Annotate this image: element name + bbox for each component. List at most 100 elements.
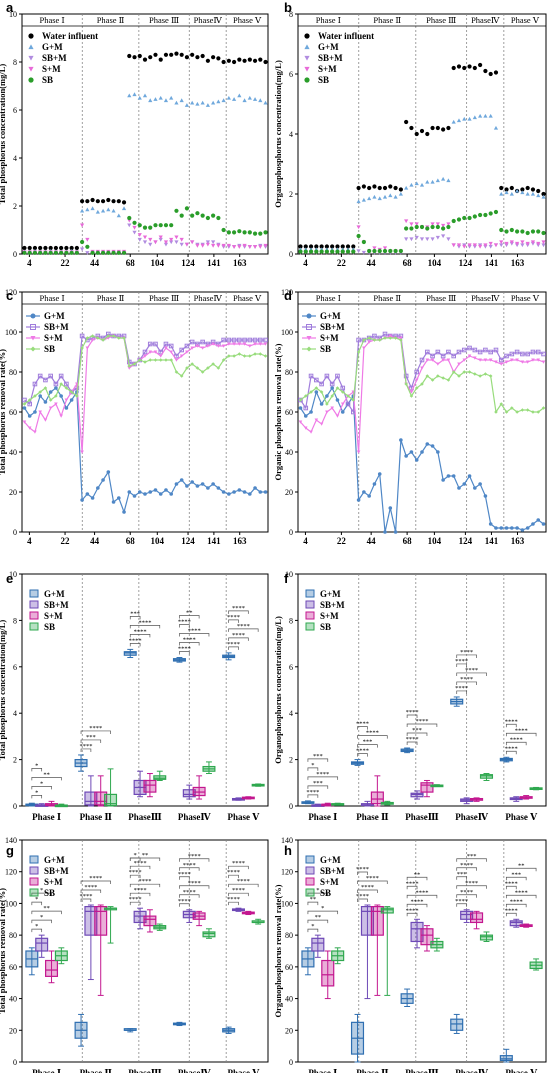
data-point	[211, 342, 215, 346]
data-point	[226, 243, 231, 248]
box-body	[133, 910, 147, 924]
significance-label: ****	[510, 736, 523, 743]
data-point	[226, 337, 232, 343]
phase-label: Phase Ⅰ	[316, 15, 341, 25]
x-tick-label: 4	[27, 258, 32, 268]
data-point	[314, 244, 319, 249]
data-point	[393, 185, 398, 191]
y-axis-label: Total phosphorus concentration(mg/L)	[0, 620, 7, 761]
data-point	[478, 244, 483, 249]
data-point	[216, 56, 221, 61]
data-point	[153, 223, 158, 228]
data-point	[153, 52, 158, 57]
x-tick-label: 68	[126, 536, 136, 546]
data-point	[142, 225, 148, 230]
data-point	[163, 98, 169, 103]
data-point	[298, 249, 303, 254]
significance-bracket	[31, 777, 62, 781]
y-tick-label: 4	[289, 709, 293, 718]
data-point	[27, 398, 32, 402]
data-point	[319, 390, 324, 394]
data-point	[409, 226, 414, 231]
data-point	[90, 250, 95, 255]
data-point	[377, 185, 382, 191]
y-tick-label: 20	[9, 488, 17, 497]
y-tick-label: 60	[285, 408, 293, 417]
significance-bracket	[505, 876, 527, 881]
y-tick-label: 60	[285, 963, 293, 972]
significance-label: ****	[356, 721, 369, 728]
legend-entry: SB+M	[320, 866, 345, 876]
data-point	[169, 52, 174, 57]
data-point	[345, 401, 351, 407]
y-tick-label: 0	[289, 802, 293, 811]
legend-entry: SB	[320, 622, 331, 632]
data-point	[263, 59, 268, 65]
group-label: PhaseⅢ	[405, 812, 439, 822]
significance-bracket	[80, 748, 92, 752]
data-point	[308, 373, 314, 379]
data-point	[137, 95, 142, 100]
data-point	[69, 390, 74, 394]
data-point	[158, 354, 163, 358]
data-point	[467, 243, 472, 248]
data-point	[185, 366, 189, 370]
significance-bracket	[406, 912, 418, 917]
y-tick-label: 20	[285, 488, 293, 497]
data-point	[158, 57, 163, 62]
data-point	[525, 360, 530, 364]
data-point	[179, 478, 184, 482]
significance-bracket	[456, 672, 487, 676]
data-point	[462, 244, 467, 249]
legend-entry: G+M	[320, 589, 341, 599]
data-point	[127, 215, 132, 221]
data-point	[356, 233, 361, 239]
significance-label: ****	[227, 641, 240, 648]
data-point	[510, 526, 514, 530]
significance-bracket	[357, 744, 378, 748]
data-point	[520, 408, 525, 412]
data-point	[478, 482, 482, 486]
data-point	[179, 52, 184, 57]
data-point	[111, 334, 116, 338]
phase-label: Phase Ⅴ	[233, 15, 262, 25]
data-point	[263, 337, 268, 343]
x-tick-label: 141	[485, 258, 499, 268]
data-point	[263, 490, 268, 494]
data-point	[22, 402, 27, 406]
data-point	[530, 229, 536, 234]
data-point	[309, 390, 313, 394]
significance-label: ***	[412, 727, 422, 734]
data-point	[221, 490, 226, 494]
phase-label: Phase Ⅱ	[97, 15, 125, 25]
data-point	[163, 242, 169, 247]
significance-label: **	[142, 852, 149, 859]
data-point	[164, 346, 168, 350]
data-point	[441, 358, 445, 362]
data-point	[58, 373, 64, 379]
legend-entry: SB	[320, 344, 331, 354]
y-tick-label: 2	[13, 756, 17, 765]
data-point	[252, 97, 258, 101]
data-point	[393, 336, 398, 340]
data-point	[179, 242, 184, 247]
significance-bracket	[228, 874, 239, 879]
data-point	[247, 95, 252, 100]
data-point	[541, 351, 546, 357]
group-label: Phase Ⅴ	[505, 812, 538, 822]
data-point	[472, 347, 478, 353]
data-point	[32, 245, 38, 251]
data-point	[137, 223, 142, 228]
data-point	[80, 247, 85, 252]
data-point	[404, 226, 409, 231]
data-point	[420, 450, 424, 454]
data-point	[43, 400, 48, 404]
significance-label: *	[311, 762, 314, 769]
data-point	[116, 199, 121, 204]
data-point	[169, 95, 174, 100]
data-point	[211, 213, 216, 218]
significance-label: ****	[515, 727, 528, 734]
legend-marker	[304, 55, 310, 61]
box-body	[360, 905, 374, 936]
legend-entry: G+M	[320, 855, 341, 865]
